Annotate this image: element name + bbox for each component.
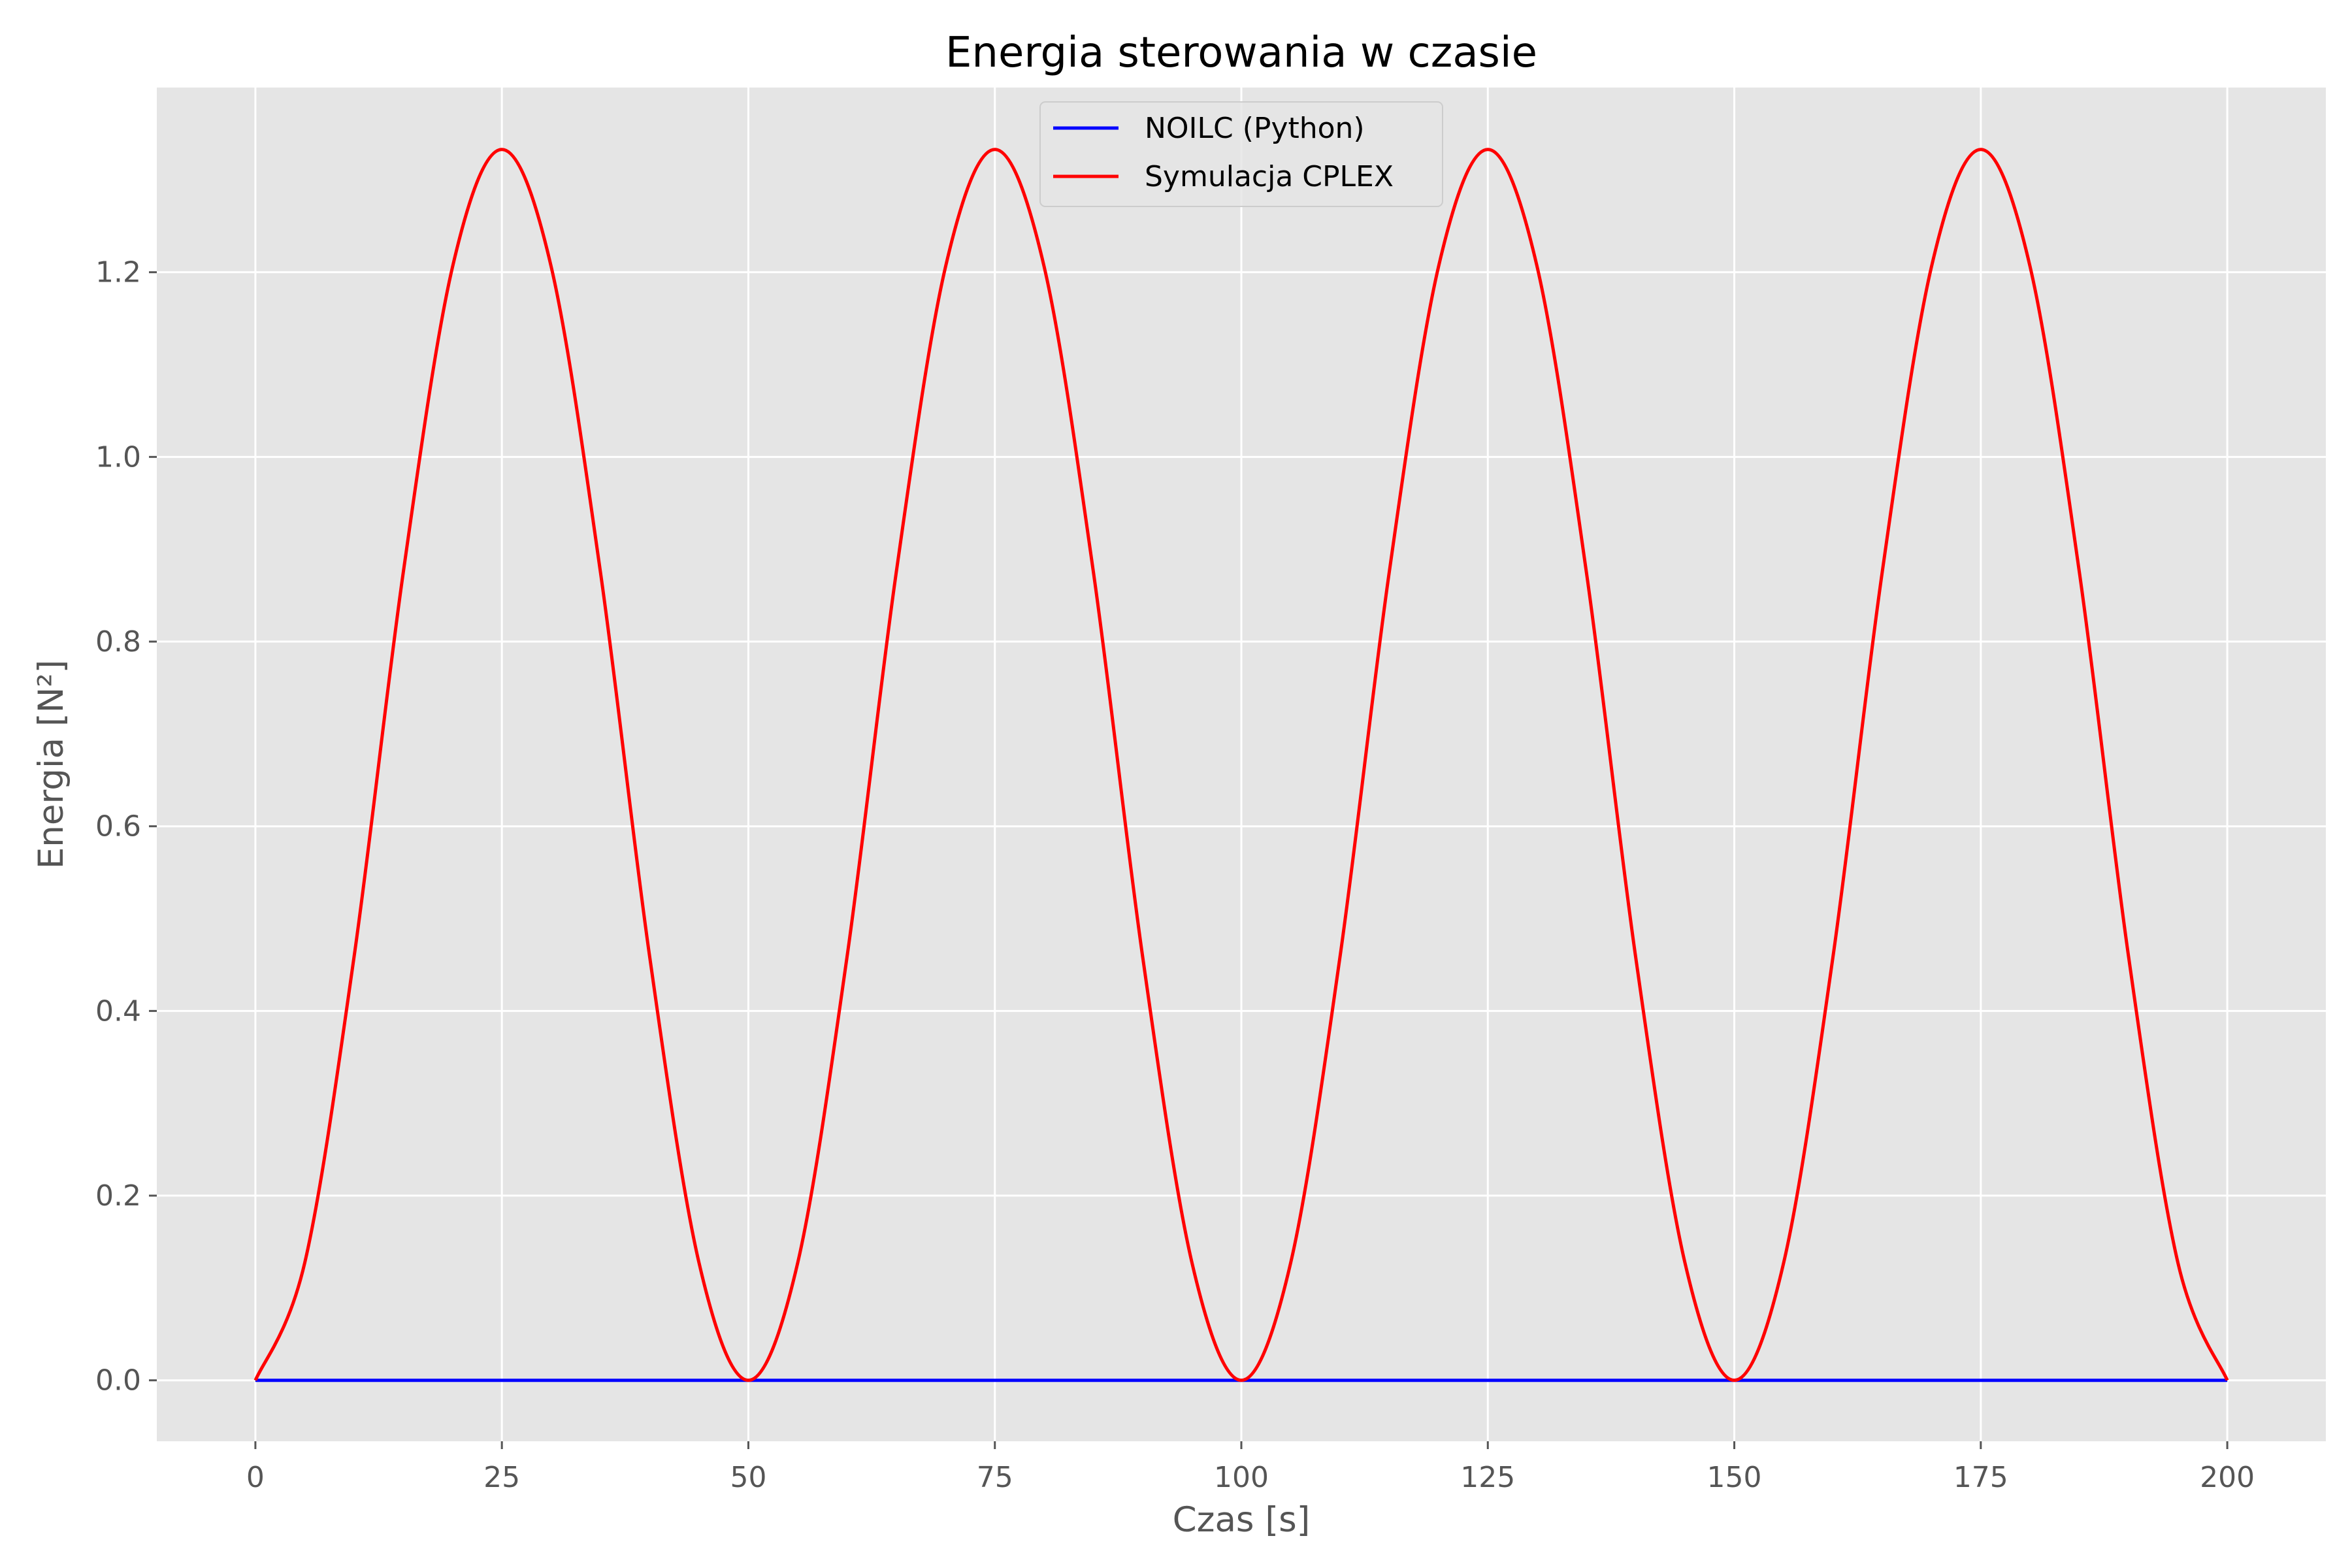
y-tick-label: 0.2 [95,1179,141,1213]
x-ticks: 0 25 50 75 100 125 150 175 200 [246,1441,2255,1494]
x-tick-label: 200 [2200,1461,2255,1494]
grid [157,88,2326,1441]
x-axis-label: Czas [s] [1173,1500,1311,1540]
y-tick-label: 0.0 [95,1364,141,1397]
y-tick-label: 1.0 [95,440,141,474]
x-tick-label: 75 [977,1461,1013,1494]
y-tick-label: 0.6 [95,810,141,843]
x-tick-label: 25 [483,1461,520,1494]
chart-title: Energia sterowania w czasie [945,29,1537,77]
legend-box [1039,101,1443,207]
series-group [253,148,2229,1382]
series-line-1 [253,148,2229,1382]
x-tick-label: 100 [1214,1461,1269,1494]
legend: NOILC (Python) Symulacja CPLEX [1039,101,1443,207]
y-tick-label: 0.4 [95,994,141,1028]
x-tick-label: 125 [1460,1461,1515,1494]
y-tick-label: 0.8 [95,625,141,659]
x-tick-label: 150 [1707,1461,1762,1494]
x-tick-label: 175 [1953,1461,2008,1494]
x-tick-label: 0 [246,1461,265,1494]
y-ticks: 0.0 0.2 0.4 0.6 0.8 1.0 1.2 [95,256,157,1397]
legend-label-noilc: NOILC (Python) [1145,112,1365,145]
legend-label-cplex: Symulacja CPLEX [1145,160,1394,193]
y-tick-label: 1.2 [95,256,141,289]
x-tick-label: 50 [730,1461,766,1494]
y-axis-label: Energia [N²] [31,660,71,869]
